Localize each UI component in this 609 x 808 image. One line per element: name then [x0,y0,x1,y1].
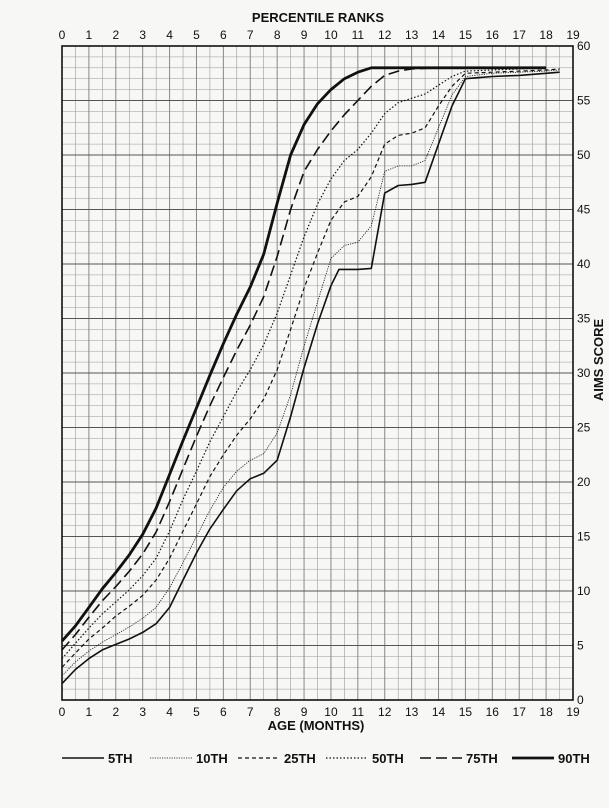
x-tick-label-bottom: 16 [486,705,500,719]
legend-label-10th: 10TH [196,751,228,766]
x-tick-label-bottom: 15 [459,705,473,719]
y-tick-label: 10 [577,584,591,598]
series-line-5th [61,71,560,685]
x-tick-label-top: 18 [539,28,553,42]
y-axis-label: AIMS SCORE [591,319,606,402]
x-tick-label-top: 2 [112,28,119,42]
x-tick-label-top: 15 [459,28,473,42]
x-ticks-top: 0 1 2 3 4 5 6 7 8 9 10 11 12 13 14 15 16 17 18 19 [59,28,580,42]
series-group [60,66,560,685]
x-tick-label-top: 10 [324,28,338,42]
x-tick-label-top: 4 [166,28,173,42]
x-tick-label-bottom: 9 [301,705,308,719]
legend-label-75th: 75TH [466,751,498,766]
x-tick-label-top: 11 [352,28,365,42]
y-tick-label: 5 [577,639,584,653]
x-tick-label-top: 13 [405,28,419,42]
x-tick-label-bottom: 4 [166,705,173,719]
x-tick-label-bottom: 18 [539,705,553,719]
y-tick-label: 60 [577,39,591,53]
x-tick-label-bottom: 10 [324,705,338,719]
x-tick-label-top: 19 [566,28,580,42]
x-tick-label-top: 14 [432,28,446,42]
y-tick-label: 40 [577,257,591,271]
y-tick-label: 25 [577,421,591,435]
x-tick-label-top: 17 [513,28,527,42]
series-line-25th [61,68,560,668]
x-tick-label-bottom: 13 [405,705,419,719]
x-tick-label-bottom: 14 [432,705,446,719]
x-tick-label-top: 5 [193,28,200,42]
x-tick-label-bottom: 8 [274,705,281,719]
x-tick-label-top: 0 [59,28,66,42]
y-ticks-right: 0 5 10 15 20 25 30 35 40 45 50 55 60 [577,39,591,707]
legend: 5TH 10TH 25TH 50TH 75TH 90TH [62,751,590,766]
series-line-75th [61,67,547,651]
legend-label-90th: 90TH [558,751,590,766]
plot-frame [61,45,574,701]
x-tick-label-bottom: 19 [566,705,580,719]
y-tick-label: 55 [577,94,591,108]
y-tick-label: 20 [577,475,591,489]
x-tick-label-bottom: 17 [513,705,527,719]
x-tick-label-bottom: 7 [247,705,254,719]
x-tick-label-bottom: 6 [220,705,227,719]
legend-label-5th: 5TH [108,751,133,766]
y-tick-label: 35 [577,312,591,326]
series-line-10th [61,69,560,677]
x-tick-label-top: 7 [247,28,254,42]
x-tick-label-top: 6 [220,28,227,42]
x-axis-label: AGE (MONTHS) [268,718,365,733]
y-tick-label: 0 [577,693,584,707]
x-tick-label-bottom: 3 [139,705,146,719]
x-tick-label-top: 12 [378,28,392,42]
x-ticks-bottom: 0 1 2 3 4 5 6 7 8 9 10 11 12 13 14 15 16 17 18 19 [59,705,580,719]
x-tick-label-bottom: 11 [352,705,365,719]
y-tick-label: 30 [577,366,591,380]
x-tick-label-top: 1 [86,28,93,42]
x-tick-label-bottom: 5 [193,705,200,719]
y-tick-label: 50 [577,148,591,162]
chart-title: PERCENTILE RANKS [252,10,385,25]
y-tick-label: 45 [577,203,591,217]
legend-label-25th: 25TH [284,751,316,766]
x-tick-label-bottom: 2 [112,705,119,719]
x-tick-label-top: 16 [486,28,500,42]
x-tick-label-top: 3 [139,28,146,42]
x-tick-label-top: 9 [301,28,308,42]
series-line-50th [61,67,547,659]
x-tick-label-top: 8 [274,28,281,42]
x-tick-label-bottom: 12 [378,705,392,719]
x-tick-label-bottom: 1 [86,705,93,719]
y-tick-label: 15 [577,530,591,544]
series-line-90th [60,66,547,643]
x-tick-label-bottom: 0 [59,705,66,719]
legend-label-50th: 50TH [372,751,404,766]
